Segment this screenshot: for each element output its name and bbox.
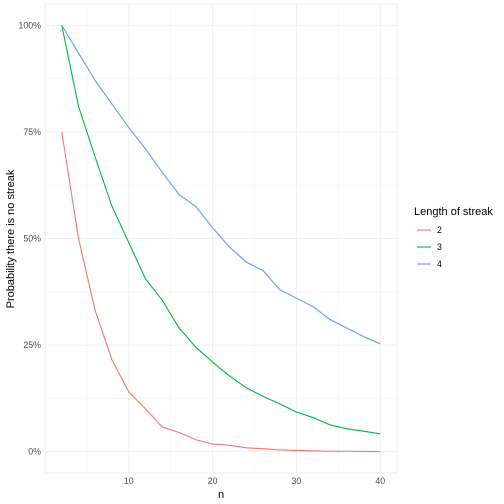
y-tick-label: 50% xyxy=(23,234,41,244)
y-axis-title: Probability there is no streak xyxy=(5,169,17,308)
x-axis-title: n xyxy=(218,489,224,501)
y-axis-ticks: 0% 25% 50% 75% 100% xyxy=(19,20,42,456)
y-tick-label: 100% xyxy=(19,20,42,30)
series-line-2 xyxy=(61,131,381,453)
series-line-4 xyxy=(61,25,381,345)
series-line-3 xyxy=(61,25,381,435)
legend-label-2: 2 xyxy=(437,225,442,235)
legend-label-4: 4 xyxy=(437,259,442,269)
y-tick-label: 75% xyxy=(23,127,41,137)
x-axis-ticks: 10 20 30 40 xyxy=(124,476,385,486)
x-tick-label: 30 xyxy=(292,476,302,486)
x-tick-label: 20 xyxy=(208,476,218,486)
y-tick-label: 25% xyxy=(23,340,41,350)
y-tick-label: 0% xyxy=(28,447,41,457)
legend: Length of streak 2 3 4 xyxy=(414,206,493,269)
legend-items: 2 3 4 xyxy=(417,225,442,269)
legend-title: Length of streak xyxy=(414,206,493,218)
x-tick-label: 40 xyxy=(375,476,385,486)
panel-border xyxy=(44,3,398,474)
legend-label-3: 3 xyxy=(437,242,442,252)
x-tick-label: 10 xyxy=(124,476,134,486)
series-lines xyxy=(61,25,381,453)
